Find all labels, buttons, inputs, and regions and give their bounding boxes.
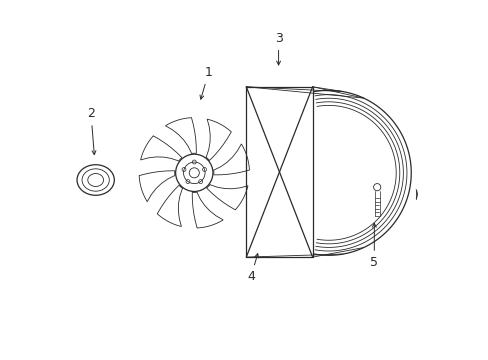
Text: 4: 4: [246, 254, 258, 283]
Text: 2: 2: [87, 107, 96, 155]
Text: 1: 1: [200, 66, 212, 99]
Text: 3: 3: [274, 32, 282, 65]
Text: 5: 5: [369, 223, 378, 269]
